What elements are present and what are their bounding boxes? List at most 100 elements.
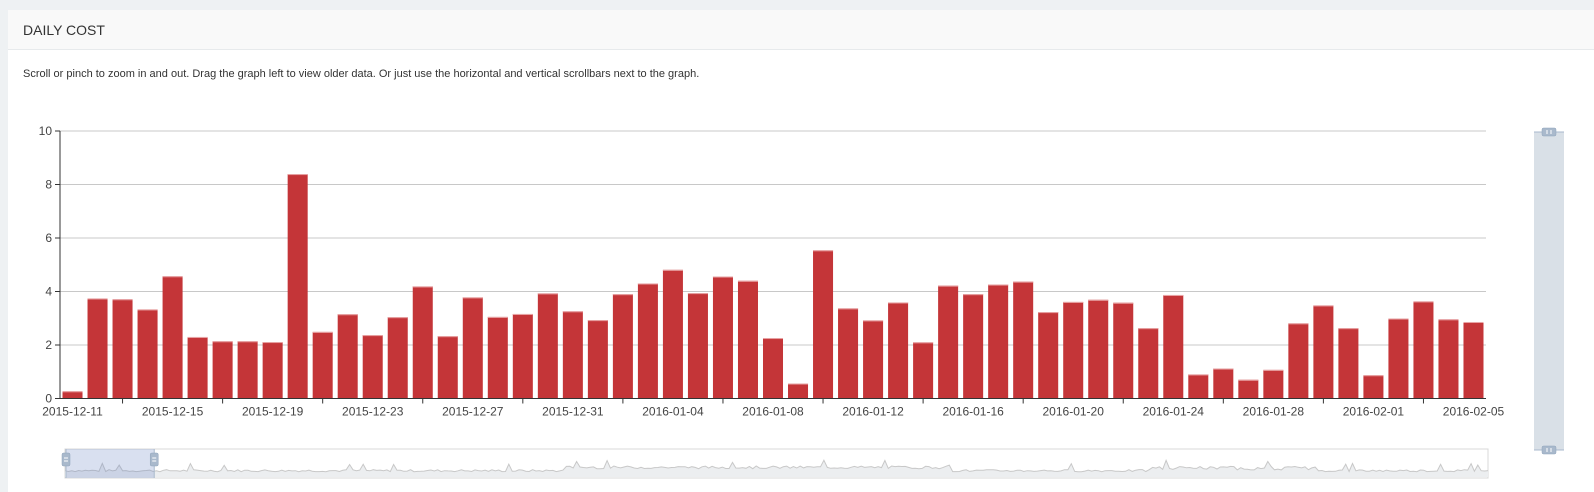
bar[interactable]: 2016-01-21: 3.69 [1088, 299, 1109, 399]
bar-top-edge [562, 311, 583, 313]
navigator-scrollbar[interactable] [61, 448, 1489, 479]
bar[interactable]: 2016-01-22: 3.58 [1113, 302, 1134, 399]
bar-top-edge [212, 341, 233, 343]
navigator-left-handle[interactable] [61, 452, 71, 467]
bar-top-edge [1213, 368, 1234, 370]
bar[interactable]: 2016-01-16: 3.9 [963, 294, 984, 399]
bar[interactable]: 2016-01-13: 3.59 [888, 302, 909, 399]
bar[interactable]: 2015-12-19: 2.11 [262, 342, 283, 399]
bar[interactable]: 2015-12-13: 3.71 [112, 299, 133, 399]
bar[interactable]: 2015-12-17: 2.14 [212, 341, 233, 399]
bar-top-edge [988, 284, 1009, 286]
vertical-scrollbar-thumb[interactable] [1534, 132, 1564, 450]
y-tick-label: 4 [45, 285, 52, 299]
x-tick-label: 2015-12-27 [442, 405, 504, 419]
vertical-scrollbar[interactable] [1534, 127, 1564, 455]
bar[interactable]: 2015-12-24: 3.04 [387, 317, 408, 399]
bar[interactable]: 2016-01-07: 4.4 [737, 280, 758, 399]
bar-top-edge [1338, 328, 1359, 330]
bar[interactable]: 2016-01-30: 3.48 [1313, 305, 1334, 399]
bar[interactable]: 2016-01-01: 2.93 [587, 320, 608, 399]
bar[interactable]: 2016-01-26: 1.12 [1213, 368, 1234, 399]
bar-top-edge [1288, 323, 1309, 325]
bar[interactable]: 2015-12-21: 2.49 [312, 331, 333, 399]
bar[interactable]: 2016-01-18: 4.37 [1013, 281, 1034, 399]
bar[interactable]: 2015-12-28: 3.05 [487, 316, 508, 399]
bar[interactable]: 2015-12-11: 0.27 [62, 391, 83, 399]
bar[interactable]: 2016-01-04: 4.81 [662, 269, 683, 399]
navigator-right-handle[interactable] [149, 452, 159, 467]
bar[interactable]: 2015-12-23: 2.37 [362, 335, 383, 399]
bar[interactable]: 2015-12-12: 3.74 [87, 298, 108, 399]
bar[interactable]: 2016-01-09: 0.56 [788, 383, 809, 399]
x-tick-label: 2016-01-04 [642, 405, 704, 419]
bar[interactable]: 2015-12-14: 3.33 [137, 309, 158, 399]
vscroll-top-handle[interactable] [1541, 127, 1557, 137]
bar-top-edge [362, 335, 383, 337]
bar[interactable]: 2016-02-05: 2.86 [1463, 321, 1484, 399]
bar-top-edge [1413, 301, 1434, 303]
bar-top-edge [412, 286, 433, 288]
bar-top-edge [1063, 301, 1084, 303]
navigator-area [65, 460, 1488, 477]
bar-top-edge [637, 283, 658, 285]
bar[interactable]: 2015-12-15: 4.57 [162, 276, 183, 399]
bar[interactable]: 2016-02-02: 2.99 [1388, 318, 1409, 399]
bar[interactable]: 2015-12-25: 4.19 [412, 286, 433, 399]
bar-top-edge [1038, 312, 1059, 314]
bar[interactable]: 2016-01-29: 2.81 [1288, 323, 1309, 399]
bar[interactable]: 2015-12-22: 3.15 [337, 314, 358, 399]
bar[interactable]: 2016-01-24: 3.87 [1163, 294, 1184, 399]
bar[interactable]: 2016-02-03: 3.63 [1413, 301, 1434, 399]
x-tick-label: 2016-02-05 [1443, 405, 1505, 419]
bar[interactable]: 2016-02-01: 0.87 [1363, 375, 1384, 399]
bar[interactable]: 2016-01-06: 4.56 [712, 276, 733, 399]
navigator-selection[interactable] [66, 449, 155, 478]
bar-top-edge [838, 308, 859, 310]
bar-top-edge [1163, 294, 1184, 296]
bar[interactable]: 2016-01-15: 4.22 [938, 285, 959, 399]
bar[interactable]: 2015-12-27: 3.78 [462, 297, 483, 399]
bar[interactable]: 2016-01-08: 2.26 [762, 338, 784, 399]
x-tick-label: 2016-01-28 [1243, 405, 1305, 419]
bar-top-edge [1263, 369, 1284, 371]
bar-top-edge [437, 336, 458, 338]
daily-cost-panel: DAILY COST Scroll or pinch to zoom in an… [8, 10, 1594, 492]
bar[interactable]: 2016-01-23: 2.63 [1138, 328, 1159, 399]
gridlines [60, 130, 1486, 346]
y-tick-label: 8 [45, 178, 52, 192]
vscroll-bottom-handle[interactable] [1541, 445, 1557, 455]
bar[interactable]: 2016-01-02: 3.9 [612, 294, 633, 399]
bar[interactable]: 2015-12-29: 3.16 [512, 313, 533, 399]
bar[interactable]: 2015-12-18: 2.14 [237, 341, 258, 399]
bar[interactable]: 2016-02-04: 2.96 [1438, 319, 1459, 399]
bar[interactable]: 2016-01-27: 0.7 [1238, 379, 1259, 399]
bar[interactable]: 2016-01-19: 3.23 [1038, 312, 1059, 399]
bar[interactable]: 2016-01-03: 4.3 [637, 283, 658, 399]
bar[interactable]: 2016-01-10: 5.54 [813, 250, 834, 399]
bar[interactable]: 2015-12-20: 8.39 [287, 174, 308, 399]
x-tick-label: 2015-12-15 [142, 405, 204, 419]
bar[interactable]: 2016-01-05: 3.94 [687, 293, 708, 399]
bar[interactable]: 2016-01-11: 3.37 [838, 308, 859, 399]
bar-top-edge [112, 299, 133, 301]
x-tick-label: 2016-01-08 [742, 405, 804, 419]
bar[interactable]: 2016-01-20: 3.61 [1063, 301, 1084, 399]
bar[interactable]: 2015-12-16: 2.3 [187, 336, 208, 399]
x-tick-label: 2016-01-12 [842, 405, 904, 419]
bar[interactable]: 2016-01-17: 4.26 [988, 284, 1009, 399]
bar-top-edge [913, 342, 934, 344]
bar[interactable]: 2016-01-28: 1.07 [1263, 369, 1284, 399]
y-axis: 0 2 4 6 8 10 [39, 124, 61, 406]
bar-top-edge [487, 316, 508, 318]
bar[interactable]: 2016-01-25: 0.9 [1188, 374, 1209, 399]
bar[interactable]: 2016-01-31: 2.63 [1338, 328, 1359, 399]
bar[interactable]: 2016-01-12: 2.92 [863, 320, 884, 399]
bar-top-edge [1363, 375, 1384, 377]
bar[interactable]: 2015-12-30: 3.93 [537, 293, 558, 399]
bar[interactable]: 2015-12-26: 2.33 [437, 336, 458, 399]
bar[interactable]: 2016-01-14: 2.1 [913, 342, 934, 399]
bar[interactable]: 2015-12-31: 3.26 [562, 311, 583, 399]
